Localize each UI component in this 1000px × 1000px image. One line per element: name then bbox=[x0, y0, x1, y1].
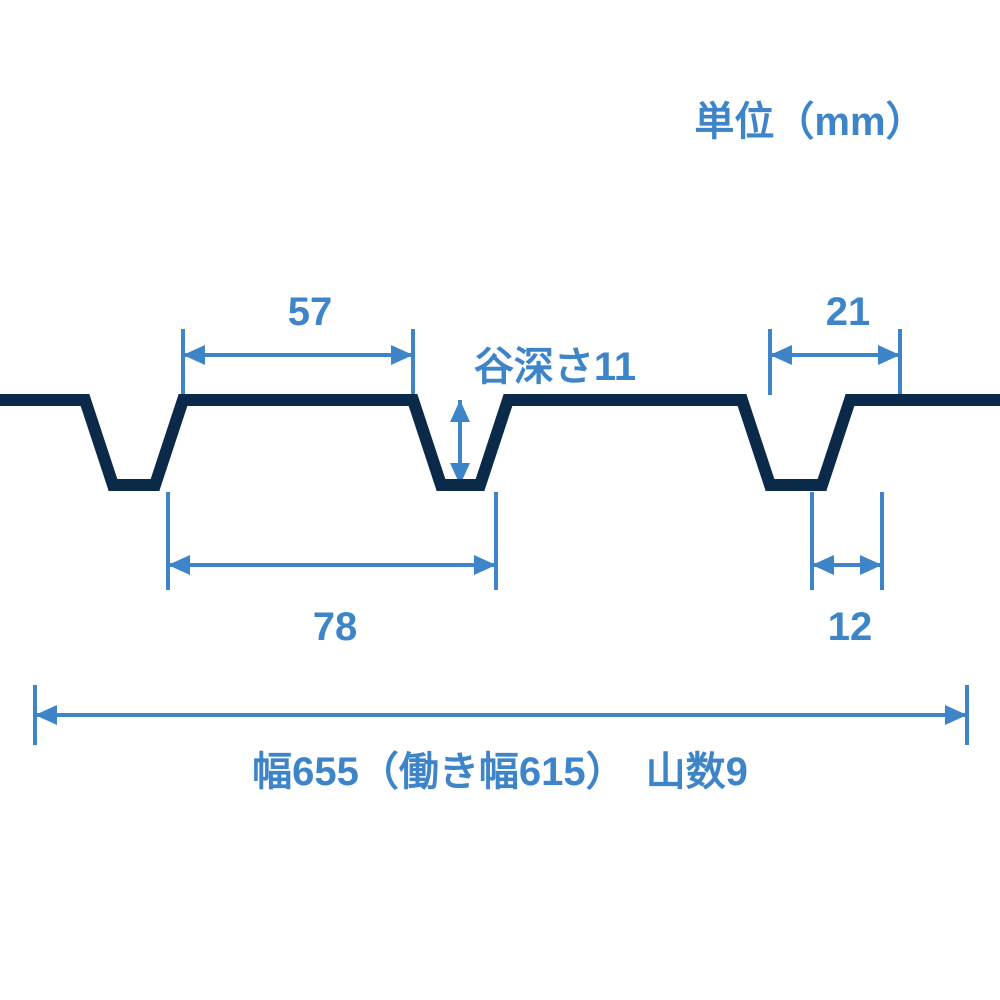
unit-label: 単位（mm） bbox=[694, 100, 925, 144]
label-pitch: 78 bbox=[313, 605, 358, 649]
label-valley_depth: 谷深さ11 bbox=[474, 345, 636, 389]
dimension-valley-depth-11 bbox=[450, 400, 470, 485]
profile-outline bbox=[0, 400, 1000, 485]
cross-section-diagram: 57 谷深さ11 78 21 12 幅655（働き幅615） 山数9 単位（mm） bbox=[0, 0, 1000, 1000]
dimension-right-top-21 bbox=[770, 329, 900, 395]
dimension-top-flat-57 bbox=[183, 329, 413, 395]
label-right_bottom: 12 bbox=[828, 605, 873, 649]
label-top_flat: 57 bbox=[288, 290, 333, 334]
dimension-pitch-78 bbox=[168, 492, 496, 590]
dimension-overall-655 bbox=[35, 685, 967, 745]
dimension-right-bottom-12 bbox=[812, 492, 882, 590]
label-right_top: 21 bbox=[826, 290, 871, 334]
label-overall: 幅655（働き幅615） 山数9 bbox=[252, 750, 748, 794]
